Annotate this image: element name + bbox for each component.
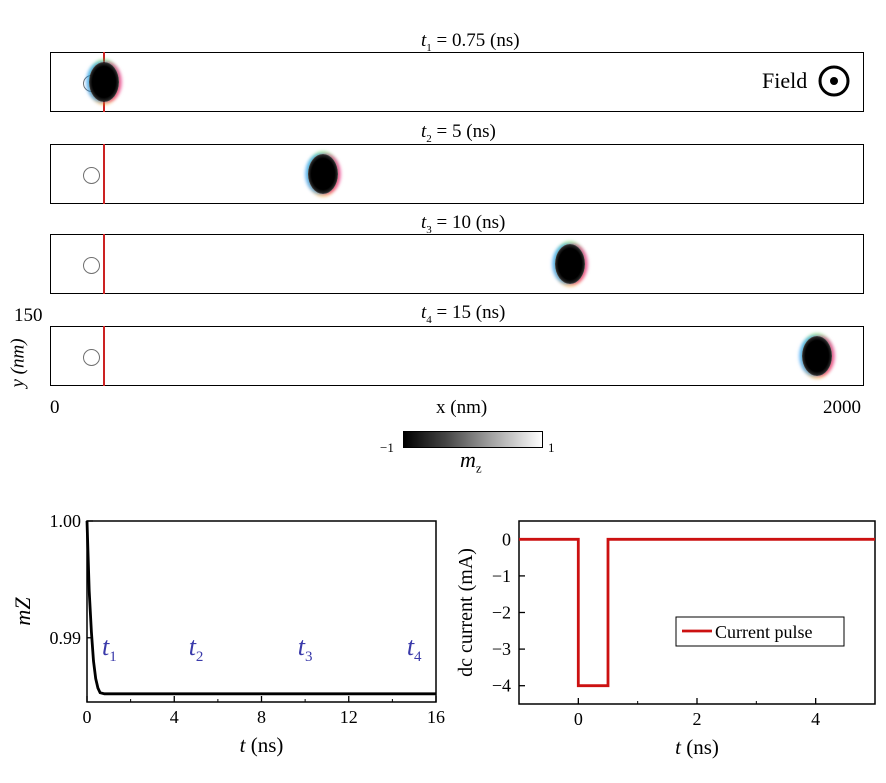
- y-tick-label: −3: [492, 639, 511, 659]
- panel-title-subscript: 4: [426, 313, 432, 326]
- y-axis-label: y (nm): [8, 338, 30, 387]
- boundary-line: [103, 234, 105, 294]
- colorbar-label-sub: z: [475, 460, 482, 476]
- panel-title-symbol: t: [421, 30, 427, 51]
- current-series-line: [519, 537, 875, 688]
- plot-frame: [518, 520, 876, 705]
- boundary-line: [103, 144, 105, 204]
- time-marker-subscript: 2: [196, 649, 204, 665]
- y-tick-label: −4: [492, 676, 511, 696]
- x-axis-label: t (ns): [240, 733, 284, 757]
- boundary-line: [103, 326, 105, 386]
- x-axis-label-unit: (ns): [245, 733, 283, 757]
- y-tick-label: 0: [502, 529, 511, 549]
- skyrmion: [802, 336, 833, 376]
- x-axis-label: t (ns): [675, 735, 719, 759]
- time-marker-subscript: 4: [414, 649, 422, 665]
- time-marker-symbol: t: [189, 632, 197, 661]
- time-marker-symbol: t: [407, 632, 415, 661]
- panel-title-value: = 15 (ns): [431, 302, 506, 323]
- panel-title-3: t3 = 10 (ns): [421, 212, 505, 236]
- time-marker-label-4: t4: [407, 632, 422, 665]
- x-axis-max-label: 2000: [823, 397, 861, 418]
- y-tick-label: 0.99: [50, 628, 82, 648]
- skyrmion: [307, 154, 338, 194]
- simulation-panel-1: [50, 52, 864, 112]
- x-axis-min-label: 0: [50, 397, 60, 418]
- x-tick-label: 4: [170, 707, 179, 727]
- time-marker-symbol: t: [102, 632, 110, 661]
- y-axis-label: mZ: [10, 597, 35, 626]
- simulation-panel-2: [50, 144, 864, 204]
- panel-title-subscript: 2: [426, 132, 432, 145]
- x-axis-label-var: t: [240, 733, 247, 757]
- panel-title-1: t1 = 0.75 (ns): [421, 30, 520, 54]
- colorbar-label-m: m: [460, 447, 476, 472]
- time-marker-label-2: t2: [189, 632, 204, 665]
- y-axis-label-text: y (nm): [7, 338, 29, 388]
- colorbar-max-label: 1: [548, 440, 555, 455]
- x-tick-label: 0: [574, 709, 583, 729]
- x-axis-label: x (nm): [436, 397, 488, 418]
- panel-title-subscript: 1: [426, 41, 432, 54]
- y-tick-label: −1: [492, 566, 511, 586]
- current-chart: 0 2 4 0 −1 −2 −3 −4 Current pulse t (ns) dc curren…: [455, 520, 876, 759]
- mz-series-line: [85, 520, 436, 696]
- panel-title-symbol: t: [421, 212, 427, 233]
- x-axis-label-var: t: [675, 735, 682, 759]
- notch-circle: [83, 349, 100, 366]
- panel-title-4: t4 = 15 (ns): [421, 302, 505, 326]
- plot-frame: [86, 520, 437, 703]
- y-axis-max-label: 150: [14, 305, 43, 326]
- field-label: Field: [762, 68, 808, 93]
- x-tick-label: 0: [83, 707, 92, 727]
- x-tick-label: 8: [257, 707, 266, 727]
- legend-label: Current pulse: [715, 622, 812, 642]
- panel-title-value: = 0.75 (ns): [431, 30, 520, 51]
- time-marker-subscript: 1: [109, 649, 117, 665]
- skyrmion: [555, 244, 586, 284]
- panel-title-symbol: t: [421, 121, 427, 142]
- x-tick-label: 16: [427, 707, 445, 727]
- notch-circle: [83, 257, 100, 274]
- skyrmion: [88, 62, 119, 102]
- simulation-panel-4: [50, 326, 864, 386]
- y-tick-label: −2: [492, 603, 511, 623]
- panel-title-subscript: 3: [426, 223, 432, 236]
- panel-title-2: t2 = 5 (ns): [421, 121, 496, 145]
- colorbar-label: mz: [460, 447, 482, 476]
- colorbar-min-label: −1: [380, 440, 394, 455]
- panel-title-value: = 10 (ns): [431, 212, 506, 233]
- simulation-panel-3: [50, 234, 864, 294]
- x-axis-label-unit: (ns): [681, 735, 719, 759]
- panel-title-value: = 5 (ns): [431, 121, 496, 142]
- field-out-of-plane-icon: [818, 65, 850, 97]
- colorbar: [403, 431, 543, 448]
- y-tick-label: 1.00: [50, 511, 82, 531]
- time-marker-label-3: t3: [298, 632, 313, 665]
- x-tick-label: 2: [693, 709, 702, 729]
- time-marker-subscript: 3: [305, 649, 313, 665]
- panel-title-symbol: t: [421, 302, 427, 323]
- notch-circle: [83, 167, 100, 184]
- time-marker-symbol: t: [298, 632, 306, 661]
- x-tick-label: 4: [811, 709, 820, 729]
- time-marker-label-1: t1: [102, 632, 117, 665]
- y-axis-label: dc current (mA): [455, 548, 477, 677]
- x-tick-label: 12: [340, 707, 358, 727]
